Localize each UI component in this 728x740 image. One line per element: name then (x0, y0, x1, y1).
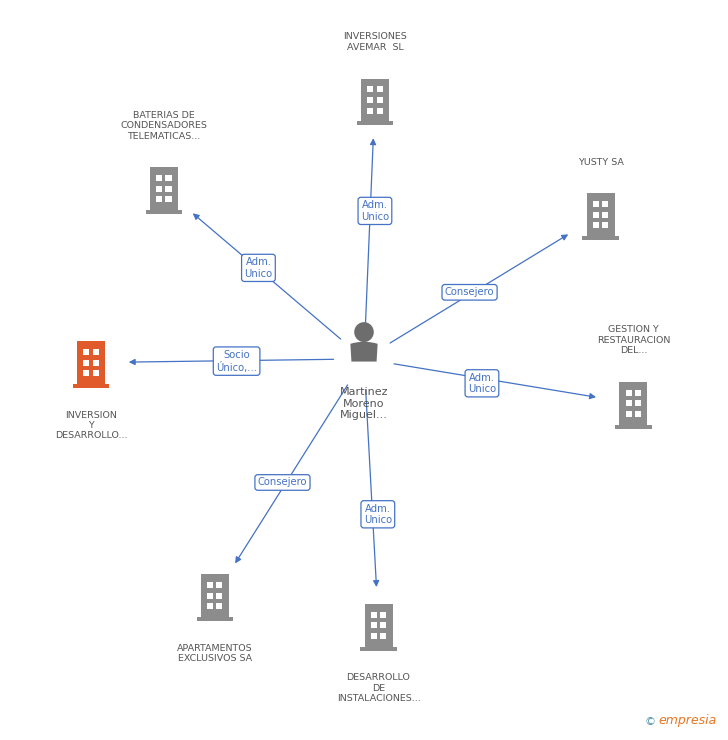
Bar (367, 107, 373, 113)
Bar (371, 622, 377, 628)
Bar (593, 222, 599, 228)
Bar (602, 212, 609, 218)
Text: Consejero: Consejero (258, 477, 307, 488)
Bar (216, 582, 223, 588)
Bar (83, 349, 90, 355)
Bar (625, 400, 632, 406)
Bar (635, 411, 641, 417)
Bar (92, 349, 99, 355)
Bar (367, 87, 373, 92)
Bar (376, 107, 383, 113)
Text: Socio
Único,...: Socio Único,... (216, 350, 257, 372)
Bar (201, 574, 229, 617)
Bar (357, 121, 393, 126)
Bar (635, 390, 641, 396)
Text: Adm.
Unico: Adm. Unico (364, 503, 392, 525)
Bar (620, 382, 647, 425)
Bar (197, 617, 233, 622)
Text: Adm.
Unico: Adm. Unico (468, 372, 496, 394)
Bar (371, 612, 377, 618)
Text: Adm.
Unico: Adm. Unico (245, 257, 272, 279)
Bar (83, 360, 90, 366)
Bar (635, 400, 641, 406)
Bar (165, 175, 172, 181)
Bar (156, 186, 162, 192)
Bar (77, 341, 105, 384)
Text: DESARROLLO
DE
INSTALACIONES...: DESARROLLO DE INSTALACIONES... (336, 673, 421, 703)
Bar (207, 593, 213, 599)
Bar (587, 193, 614, 236)
Text: APARTAMENTOS
EXCLUSIVOS SA: APARTAMENTOS EXCLUSIVOS SA (177, 644, 253, 663)
Bar (216, 603, 223, 609)
Bar (625, 411, 632, 417)
Bar (371, 633, 377, 639)
PathPatch shape (350, 342, 378, 362)
Bar (380, 622, 387, 628)
Bar (156, 175, 162, 181)
Bar (207, 582, 213, 588)
Bar (150, 167, 178, 210)
Bar (360, 647, 397, 651)
Bar (156, 196, 162, 202)
Bar (92, 370, 99, 376)
Circle shape (355, 322, 373, 342)
Bar (83, 370, 90, 376)
Text: Consejero: Consejero (445, 287, 494, 297)
Text: empresia: empresia (659, 713, 717, 727)
Bar (615, 425, 652, 429)
Text: GESTION Y
RESTAURACION
DEL...: GESTION Y RESTAURACION DEL... (597, 326, 670, 355)
Bar (376, 87, 383, 92)
Text: BATERIAS DE
CONDENSADORES
TELEMATICAS...: BATERIAS DE CONDENSADORES TELEMATICAS... (120, 111, 207, 141)
Bar (380, 633, 387, 639)
Text: Martinez
Moreno
Miguel...: Martinez Moreno Miguel... (340, 387, 388, 420)
Bar (165, 196, 172, 202)
Bar (361, 78, 389, 121)
Bar (625, 390, 632, 396)
Text: INVERSION
Y
DESARROLLO...: INVERSION Y DESARROLLO... (55, 411, 127, 440)
Bar (73, 384, 109, 388)
Bar (146, 210, 182, 215)
Bar (593, 201, 599, 207)
Bar (582, 236, 619, 240)
Bar (92, 360, 99, 366)
Bar (380, 612, 387, 618)
Text: ©: © (644, 716, 655, 727)
Bar (365, 604, 392, 647)
Text: YUSTY SA: YUSTY SA (577, 158, 624, 166)
Bar (165, 186, 172, 192)
Bar (602, 222, 609, 228)
Text: Adm.
Unico: Adm. Unico (361, 200, 389, 222)
Bar (207, 603, 213, 609)
Text: INVERSIONES
AVEMAR  SL: INVERSIONES AVEMAR SL (343, 33, 407, 52)
Bar (376, 97, 383, 103)
Bar (593, 212, 599, 218)
Bar (216, 593, 223, 599)
Bar (367, 97, 373, 103)
Bar (602, 201, 609, 207)
